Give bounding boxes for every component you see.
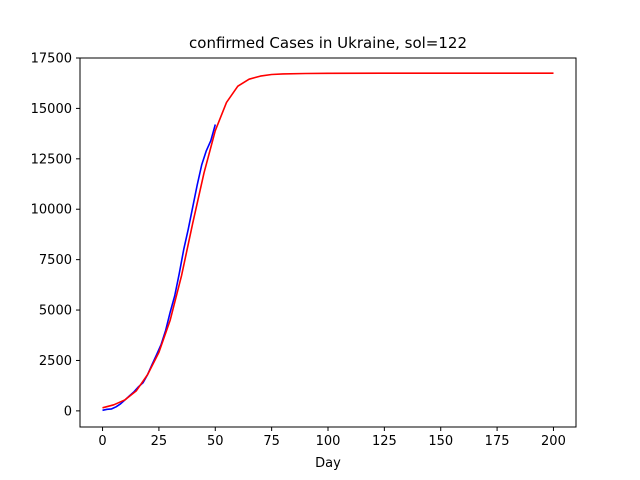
y-tick-label: 5000 [39, 304, 72, 319]
y-tick-label: 10000 [31, 203, 72, 218]
x-tick-label: 75 [263, 434, 280, 449]
y-tick-label: 7500 [39, 253, 72, 268]
x-tick-label: 50 [207, 434, 224, 449]
x-tick-label: 200 [541, 434, 566, 449]
y-tick-label: 0 [64, 404, 72, 419]
x-axis: 0 25 50 75 100 125 150 175 200 [98, 427, 566, 449]
y-tick-label: 12500 [31, 152, 72, 167]
x-tick-label: 125 [372, 434, 397, 449]
y-tick-label: 15000 [31, 102, 72, 117]
x-tick-label: 0 [98, 434, 106, 449]
y-tick-label: 17500 [31, 52, 72, 67]
y-axis: 0 2500 5000 7500 10000 12500 15000 17500 [31, 52, 80, 419]
x-tick-label: 175 [485, 434, 510, 449]
x-tick-label: 150 [428, 434, 453, 449]
x-tick-label: 25 [151, 434, 168, 449]
x-tick-label: 100 [316, 434, 341, 449]
chart-title: confirmed Cases in Ukraine, sol=122 [189, 34, 467, 52]
plot-area [102, 72, 554, 412]
series-line-2 [102, 72, 554, 409]
y-tick-label: 2500 [39, 354, 72, 369]
series-line-1 [102, 124, 217, 412]
x-axis-label: Day [315, 456, 341, 471]
